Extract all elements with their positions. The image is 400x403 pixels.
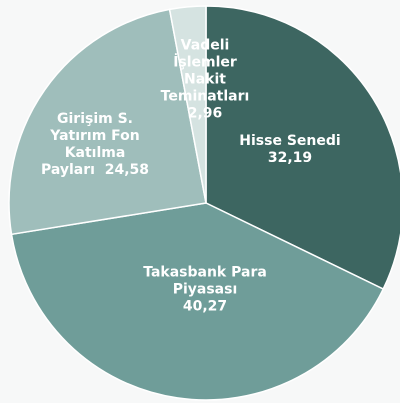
value-label: 40,27 bbox=[182, 298, 228, 315]
category-label: Girişim S. Yatırım Fon Katılma Payları bbox=[40, 111, 140, 178]
pie-slice bbox=[205, 5, 400, 291]
pie-slice bbox=[8, 8, 207, 236]
category-label: Takasbank Para Piyasası bbox=[143, 264, 267, 298]
pie-slice bbox=[168, 5, 207, 204]
category-label: Vadeli İşlemler Nakit Teminatları bbox=[160, 37, 250, 105]
category-label: Hisse Senedi bbox=[239, 133, 341, 149]
pie-slice bbox=[10, 202, 385, 401]
slice-label: Takasbank Para Piyasası 40,27 bbox=[135, 265, 275, 316]
slice-label: Girişim S. Yatırım Fon Katılma Payları 2… bbox=[40, 111, 150, 179]
slice-label: Vadeli İşlemler Nakit Teminatları 2,96 bbox=[150, 38, 260, 123]
value-label: 32,19 bbox=[267, 150, 313, 166]
slice-label: Hisse Senedi 32,19 bbox=[230, 133, 350, 167]
value-label: 2,96 bbox=[187, 105, 223, 122]
value-label: 24,58 bbox=[104, 162, 150, 178]
